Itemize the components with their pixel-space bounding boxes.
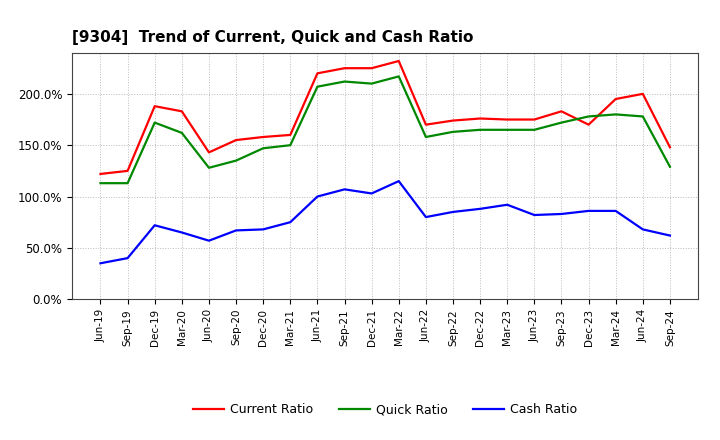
Cash Ratio (557, 211, 566, 216)
Quick Ratio (584, 114, 593, 119)
Current Ratio (665, 145, 674, 150)
Current Ratio (584, 122, 593, 127)
Cash Ratio (584, 208, 593, 213)
Cash Ratio (639, 227, 647, 232)
Quick Ratio (665, 164, 674, 169)
Quick Ratio (313, 84, 322, 89)
Quick Ratio (530, 127, 539, 132)
Cash Ratio (395, 179, 403, 184)
Line: Current Ratio: Current Ratio (101, 61, 670, 174)
Quick Ratio (96, 180, 105, 186)
Quick Ratio (150, 120, 159, 125)
Cash Ratio (530, 213, 539, 218)
Cash Ratio (665, 233, 674, 238)
Current Ratio (259, 134, 268, 139)
Quick Ratio (204, 165, 213, 170)
Current Ratio (611, 96, 620, 102)
Cash Ratio (286, 220, 294, 225)
Quick Ratio (611, 112, 620, 117)
Current Ratio (421, 122, 430, 127)
Current Ratio (286, 132, 294, 138)
Current Ratio (530, 117, 539, 122)
Cash Ratio (204, 238, 213, 243)
Cash Ratio (449, 209, 457, 215)
Cash Ratio (259, 227, 268, 232)
Cash Ratio (150, 223, 159, 228)
Text: [9304]  Trend of Current, Quick and Cash Ratio: [9304] Trend of Current, Quick and Cash … (72, 29, 473, 45)
Current Ratio (150, 103, 159, 109)
Current Ratio (639, 91, 647, 96)
Current Ratio (178, 109, 186, 114)
Quick Ratio (232, 158, 240, 163)
Quick Ratio (503, 127, 511, 132)
Current Ratio (503, 117, 511, 122)
Quick Ratio (367, 81, 376, 86)
Cash Ratio (313, 194, 322, 199)
Quick Ratio (395, 74, 403, 79)
Cash Ratio (341, 187, 349, 192)
Current Ratio (557, 109, 566, 114)
Current Ratio (476, 116, 485, 121)
Cash Ratio (367, 191, 376, 196)
Current Ratio (395, 59, 403, 64)
Cash Ratio (476, 206, 485, 212)
Current Ratio (123, 168, 132, 173)
Quick Ratio (639, 114, 647, 119)
Legend: Current Ratio, Quick Ratio, Cash Ratio: Current Ratio, Quick Ratio, Cash Ratio (188, 398, 582, 421)
Current Ratio (96, 171, 105, 176)
Quick Ratio (259, 146, 268, 151)
Cash Ratio (421, 214, 430, 220)
Line: Cash Ratio: Cash Ratio (101, 181, 670, 263)
Current Ratio (232, 137, 240, 143)
Cash Ratio (503, 202, 511, 207)
Quick Ratio (286, 143, 294, 148)
Quick Ratio (421, 134, 430, 139)
Quick Ratio (178, 130, 186, 136)
Current Ratio (341, 66, 349, 71)
Current Ratio (204, 150, 213, 155)
Cash Ratio (96, 260, 105, 266)
Current Ratio (313, 71, 322, 76)
Cash Ratio (232, 228, 240, 233)
Current Ratio (449, 118, 457, 123)
Quick Ratio (341, 79, 349, 84)
Cash Ratio (123, 256, 132, 261)
Quick Ratio (123, 180, 132, 186)
Quick Ratio (476, 127, 485, 132)
Quick Ratio (557, 120, 566, 125)
Line: Quick Ratio: Quick Ratio (101, 77, 670, 183)
Current Ratio (367, 66, 376, 71)
Quick Ratio (449, 129, 457, 135)
Cash Ratio (178, 230, 186, 235)
Cash Ratio (611, 208, 620, 213)
